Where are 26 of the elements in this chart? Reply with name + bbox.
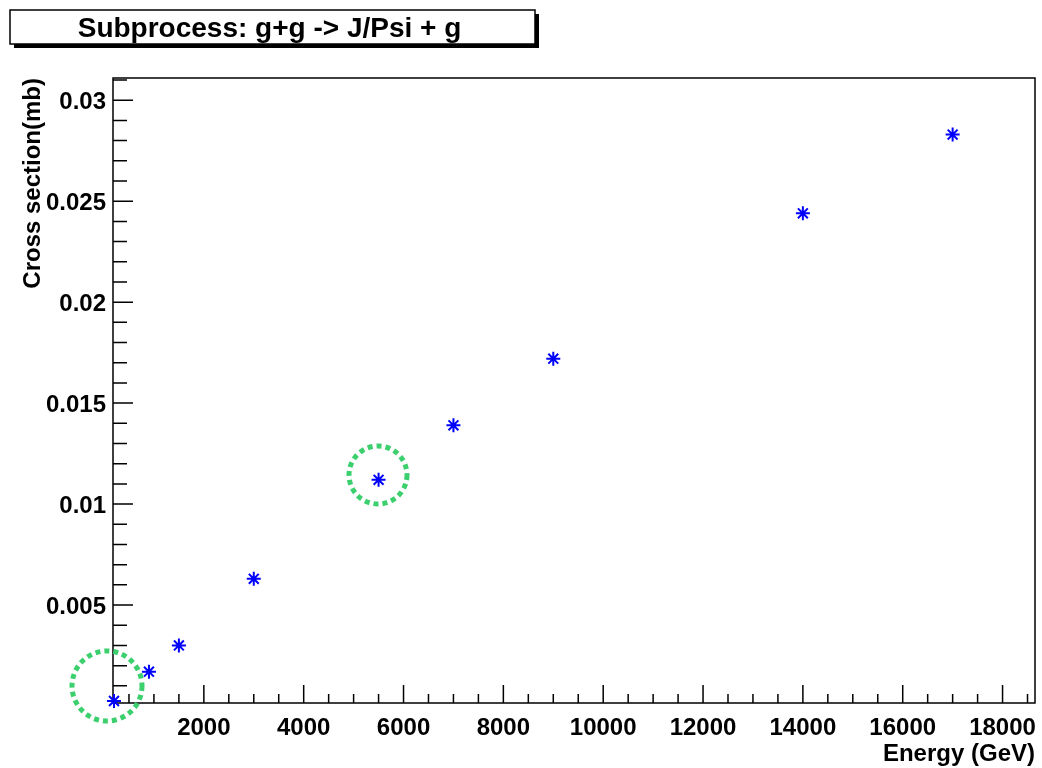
x-tick-label: 8000 bbox=[476, 713, 531, 740]
x-tick-label: 6000 bbox=[376, 713, 431, 740]
x-tick-label: 14000 bbox=[769, 713, 837, 740]
y-tick-label: 0.03 bbox=[59, 87, 106, 115]
point bbox=[245, 570, 262, 587]
x-tick-label: 12000 bbox=[669, 713, 737, 740]
x-tick-label: 16000 bbox=[869, 713, 937, 740]
y-tick-label: 0.02 bbox=[59, 289, 106, 317]
x-tick-label: 18000 bbox=[969, 713, 1036, 740]
y-tick-label: 0.025 bbox=[45, 188, 106, 216]
x-axis-title: Energy (GeV) bbox=[882, 739, 1035, 766]
y-tick-label: 0.015 bbox=[45, 390, 106, 418]
point bbox=[445, 417, 462, 434]
point bbox=[545, 350, 562, 367]
x-tick-label: 10000 bbox=[569, 713, 637, 740]
point bbox=[794, 205, 811, 222]
point bbox=[170, 637, 187, 654]
y-tick-label: 0.005 bbox=[45, 592, 106, 620]
y-tick-label: 0.01 bbox=[59, 491, 106, 519]
x-tick-label: 4000 bbox=[276, 713, 331, 740]
point bbox=[944, 126, 961, 143]
point bbox=[106, 692, 122, 709]
y-axis-title: Cross section(mb) bbox=[18, 78, 45, 289]
x-tick-label: 2000 bbox=[177, 713, 231, 740]
chart-title: Subprocess: g+g -> J/Psi + g bbox=[77, 12, 462, 43]
point bbox=[140, 663, 157, 680]
